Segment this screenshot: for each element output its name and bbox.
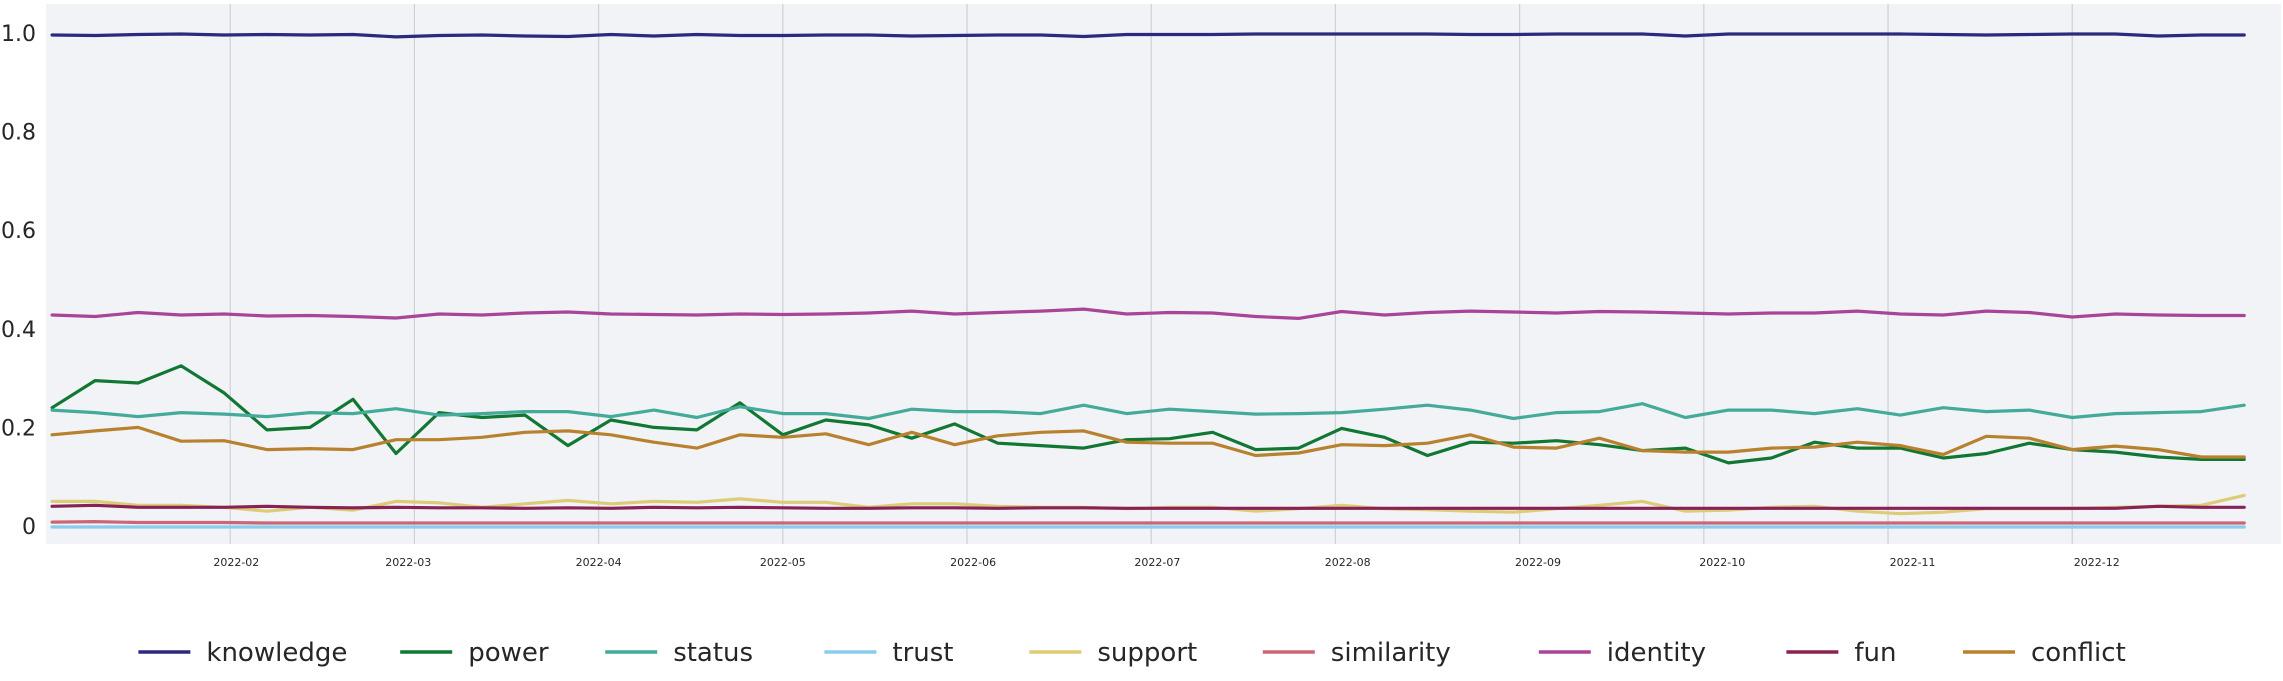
legend-item-identity: identity bbox=[1538, 638, 1706, 668]
legend-label: knowledge bbox=[206, 638, 347, 668]
series-line-identity bbox=[50, 307, 2246, 320]
legend-label: fun bbox=[1854, 638, 1896, 668]
legend-label: trust bbox=[892, 638, 953, 668]
legend-label: similarity bbox=[1331, 638, 1451, 668]
x-tick-label: 2022-07 bbox=[1134, 556, 1180, 569]
series-line-similarity bbox=[50, 519, 2246, 525]
y-tick-label: 1.0 bbox=[1, 22, 36, 47]
legend-item-status: status bbox=[605, 638, 753, 668]
legend-label: status bbox=[673, 638, 753, 668]
series-line-knowledge bbox=[50, 32, 2246, 39]
y-tick-label: 0.4 bbox=[1, 318, 36, 343]
legend: knowledge power status trust support similari… bbox=[138, 638, 2126, 668]
series-line-conflict bbox=[50, 425, 2246, 459]
legend-label: power bbox=[468, 638, 549, 668]
series-line-fun bbox=[50, 503, 2246, 510]
x-tick-label: 2022-05 bbox=[760, 556, 806, 569]
x-tick-label: 2022-02 bbox=[213, 556, 259, 569]
series-line-power bbox=[50, 364, 2246, 465]
legend-item-support: support bbox=[1029, 638, 1197, 668]
plot-background bbox=[46, 4, 2281, 544]
legend-item-similarity: similarity bbox=[1262, 638, 1451, 668]
legend-label: support bbox=[1097, 638, 1197, 668]
y-tick-label: 0.6 bbox=[1, 219, 36, 244]
legend-label: conflict bbox=[2031, 638, 2126, 668]
y-tick-label: 0 bbox=[22, 515, 36, 540]
legend-item-power: power bbox=[400, 638, 549, 668]
x-tick-label: 2022-11 bbox=[1890, 556, 1936, 569]
vertical-gridlines bbox=[229, 4, 2073, 544]
legend-item-trust: trust bbox=[824, 638, 954, 668]
x-axis: 2022-02 2022-03 2022-04 2022-05 2022-06 2022-… bbox=[213, 556, 2119, 569]
series-line-status bbox=[50, 402, 2246, 421]
x-tick-label: 2022-06 bbox=[950, 556, 996, 569]
legend-label: identity bbox=[1607, 638, 1706, 668]
x-tick-label: 2022-12 bbox=[2074, 556, 2120, 569]
y-axis: 0 0.2 0.4 0.6 0.8 1.0 bbox=[1, 22, 36, 540]
x-tick-label: 2022-03 bbox=[385, 556, 431, 569]
legend-item-knowledge: knowledge bbox=[138, 638, 347, 668]
series-lines bbox=[50, 32, 2246, 529]
y-tick-label: 0.2 bbox=[1, 416, 36, 441]
legend-item-conflict: conflict bbox=[1963, 638, 2126, 668]
x-tick-label: 2022-04 bbox=[576, 556, 622, 569]
x-tick-label: 2022-10 bbox=[1699, 556, 1745, 569]
legend-item-fun: fun bbox=[1786, 638, 1897, 668]
y-tick-label: 0.8 bbox=[1, 121, 36, 146]
x-tick-label: 2022-09 bbox=[1515, 556, 1561, 569]
x-tick-label: 2022-08 bbox=[1325, 556, 1371, 569]
